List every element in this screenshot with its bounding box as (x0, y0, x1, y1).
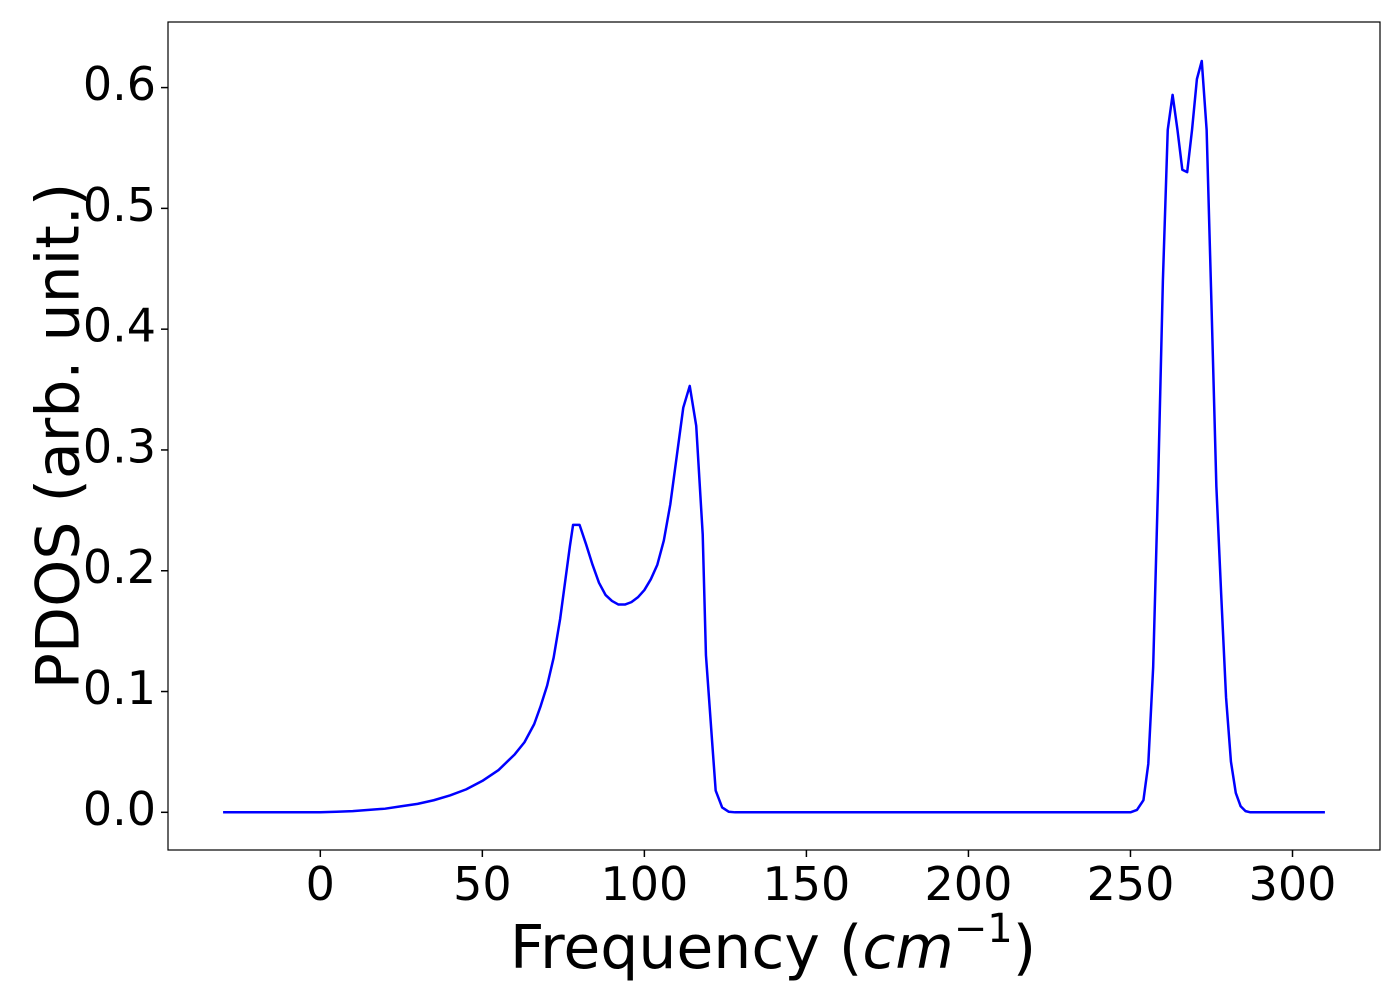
y-tick-label: 0.1 (83, 661, 156, 715)
x-tick-label: 250 (1087, 857, 1175, 911)
y-tick-label: 0.4 (83, 299, 156, 353)
data-line (223, 59, 1325, 814)
y-tick-label: 0.3 (83, 419, 156, 473)
y-tick-label: 0.2 (83, 540, 156, 594)
y-axis-label: PDOS (arb. unit.) (24, 183, 94, 690)
plot-frame (167, 21, 1381, 851)
x-tick-label: 50 (453, 857, 512, 911)
y-tick-label: 0.6 (83, 57, 156, 111)
x-axis-label-sup: −1 (954, 906, 1013, 952)
x-tick-label: 300 (1249, 857, 1337, 911)
y-tick-label: 0.5 (83, 178, 156, 232)
x-tick-label: 0 (306, 857, 335, 911)
x-tick-label: 150 (763, 857, 851, 911)
x-tick-label: 100 (600, 857, 688, 911)
x-tick-label: 200 (925, 857, 1013, 911)
x-axis-label-text: Frequency ( (510, 913, 862, 983)
y-tick-label: 0.0 (83, 782, 156, 836)
x-axis-label-close: ) (1013, 913, 1036, 983)
x-axis-label: Frequency (cm−1) (510, 906, 1036, 983)
x-axis-label-math: cm (862, 913, 953, 983)
